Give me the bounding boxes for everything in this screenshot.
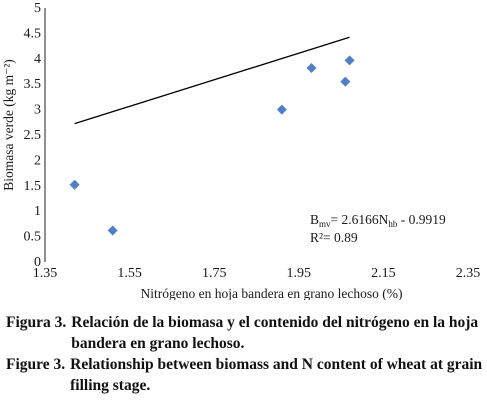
x-tick-label: 1.55 bbox=[117, 266, 142, 281]
r-squared-label: R²= 0.89 bbox=[310, 230, 358, 245]
y-tick-label: 1.5 bbox=[24, 179, 42, 194]
y-tick-label: 4.5 bbox=[24, 26, 42, 41]
caption-spanish: Figura 3. Relación de la biomasa y el co… bbox=[6, 312, 484, 354]
caption-spanish-label: Figura 3. bbox=[6, 314, 67, 331]
caption-english: Figure 3. Relationship between biomass a… bbox=[6, 354, 484, 396]
x-tick-label: 2.35 bbox=[456, 266, 481, 281]
caption-english-label: Figure 3. bbox=[6, 356, 66, 373]
y-tick-labels: 0 0.5 1 1.5 2 2.5 3 3.5 4 4.5 5 bbox=[24, 1, 42, 270]
data-point-marker bbox=[340, 76, 351, 87]
data-points bbox=[69, 55, 355, 236]
caption-english-text: Relationship between biomass and N conte… bbox=[70, 356, 483, 394]
data-point-marker bbox=[276, 104, 287, 115]
x-tick-labels: 1.35 1.55 1.75 1.95 2.15 2.35 bbox=[33, 266, 481, 281]
eq-rhs-b: - 0.9919 bbox=[397, 212, 446, 227]
y-tick-label: 0 bbox=[34, 255, 41, 270]
data-point-marker bbox=[306, 62, 317, 73]
data-point-marker bbox=[344, 55, 355, 66]
y-axis-title: Biomasa verde (kg m⁻²) bbox=[1, 59, 16, 191]
eq-rhs-sub: hb bbox=[388, 219, 398, 229]
regression-equation: Bmv= 2.6166Nhb - 0.9919 bbox=[310, 212, 446, 229]
y-tick-label: 3.5 bbox=[24, 77, 42, 92]
data-point-marker bbox=[107, 225, 118, 236]
x-tick-label: 2.15 bbox=[371, 266, 396, 281]
eq-lhs-sub: mv bbox=[319, 219, 331, 229]
eq-rhs-a: = 2.6166N bbox=[331, 212, 389, 227]
eq-lhs: B bbox=[310, 212, 319, 227]
trendline bbox=[74, 36, 350, 125]
x-tick-label: 1.35 bbox=[33, 266, 58, 281]
x-tick-label: 1.75 bbox=[202, 266, 227, 281]
y-tick-label: 0.5 bbox=[24, 230, 42, 245]
x-tick-label: 1.95 bbox=[287, 266, 312, 281]
data-point-marker bbox=[69, 179, 80, 190]
y-tick-label: 2 bbox=[34, 153, 41, 168]
y-tick-label: 2.5 bbox=[24, 128, 42, 143]
x-axis-title: Nitrógeno en hoja bandera en grano lecho… bbox=[140, 286, 402, 300]
y-tick-label: 3 bbox=[34, 103, 41, 118]
figure-caption: Figura 3. Relación de la biomasa y el co… bbox=[6, 312, 484, 396]
caption-spanish-text: Relación de la biomasa y el contenido de… bbox=[71, 314, 479, 352]
y-tick-label: 4 bbox=[34, 52, 41, 67]
y-tick-label: 5 bbox=[34, 1, 41, 16]
y-tick-label: 1 bbox=[34, 204, 41, 219]
scatter-chart: 0 0.5 1 1.5 2 2.5 3 3.5 4 4.5 5 1.35 1.55 1.75 1.95 2.… bbox=[1, 1, 481, 300]
